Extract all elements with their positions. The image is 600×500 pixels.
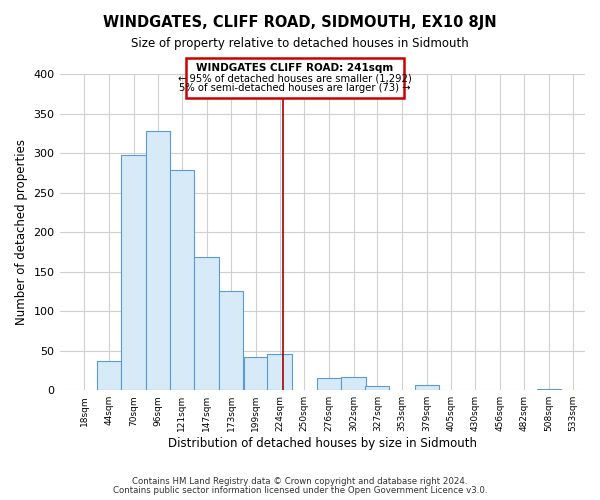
Bar bbox=[244, 357, 268, 390]
Bar bbox=[121, 156, 146, 390]
Text: WINDGATES, CLIFF ROAD, SIDMOUTH, EX10 8JN: WINDGATES, CLIFF ROAD, SIDMOUTH, EX10 8J… bbox=[103, 15, 497, 30]
Text: ← 95% of detached houses are smaller (1,292): ← 95% of detached houses are smaller (1,… bbox=[178, 73, 412, 83]
Text: Contains public sector information licensed under the Open Government Licence v3: Contains public sector information licen… bbox=[113, 486, 487, 495]
Bar bbox=[194, 258, 218, 390]
Bar bbox=[97, 361, 121, 390]
Bar bbox=[170, 170, 194, 390]
Bar bbox=[219, 292, 244, 390]
Text: Contains HM Land Registry data © Crown copyright and database right 2024.: Contains HM Land Registry data © Crown c… bbox=[132, 477, 468, 486]
Bar bbox=[415, 386, 439, 390]
Bar bbox=[146, 131, 170, 390]
X-axis label: Distribution of detached houses by size in Sidmouth: Distribution of detached houses by size … bbox=[168, 437, 477, 450]
Bar bbox=[341, 377, 365, 390]
Bar bbox=[268, 354, 292, 390]
Text: Size of property relative to detached houses in Sidmouth: Size of property relative to detached ho… bbox=[131, 38, 469, 51]
Bar bbox=[537, 388, 561, 390]
Bar bbox=[317, 378, 341, 390]
Bar bbox=[365, 386, 389, 390]
Y-axis label: Number of detached properties: Number of detached properties bbox=[15, 139, 28, 325]
Text: 5% of semi-detached houses are larger (73) →: 5% of semi-detached houses are larger (7… bbox=[179, 84, 410, 94]
FancyBboxPatch shape bbox=[185, 58, 404, 98]
Text: WINDGATES CLIFF ROAD: 241sqm: WINDGATES CLIFF ROAD: 241sqm bbox=[196, 63, 394, 73]
